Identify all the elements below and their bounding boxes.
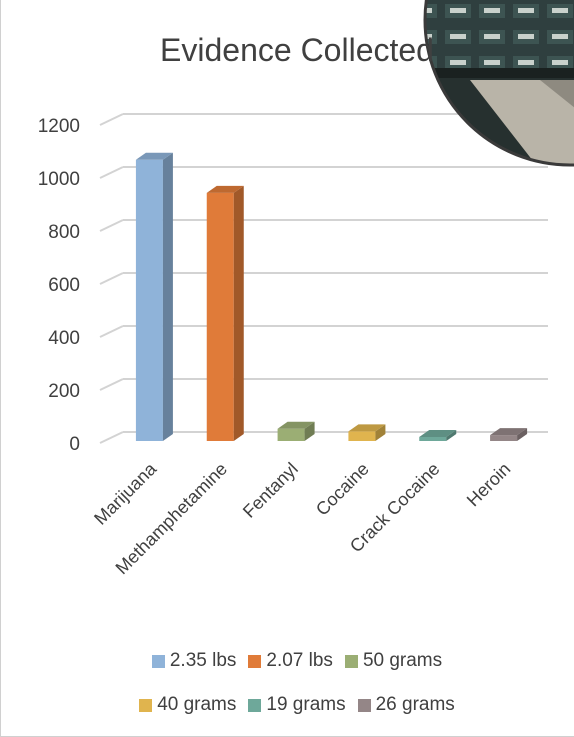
legend-swatch xyxy=(248,698,262,712)
bar xyxy=(277,421,315,441)
legend-row-1: 2.35 lbs 2.07 lbs 50 grams xyxy=(0,650,574,672)
legend-label: 19 grams xyxy=(266,694,346,715)
y-tick-label: 1000 xyxy=(38,169,80,190)
bar-front xyxy=(206,192,234,441)
legend-label: 40 grams xyxy=(157,694,237,715)
y-tick-label: 800 xyxy=(48,222,80,243)
bars xyxy=(135,152,528,441)
x-tick-label: Cocaine xyxy=(312,459,373,520)
x-tick-label: Heroin xyxy=(463,459,515,511)
legend-label: 2.07 lbs xyxy=(266,650,333,671)
bar xyxy=(348,424,386,441)
legend-item: 2.07 lbs xyxy=(248,650,333,672)
bar-top xyxy=(277,421,315,429)
legend-swatch xyxy=(139,698,153,712)
legend-item: 19 grams xyxy=(248,694,346,716)
legend-item: 40 grams xyxy=(139,694,236,716)
bar-top xyxy=(348,424,386,432)
bar xyxy=(135,152,173,441)
legend-label: 26 grams xyxy=(375,694,455,715)
bar-side xyxy=(446,429,457,441)
legend-swatch xyxy=(151,654,165,668)
x-tick-label: Fentanyl xyxy=(239,459,302,522)
bar-side xyxy=(375,424,386,441)
y-axis-ticks: 0 200 400 600 800 1000 1200 xyxy=(38,116,80,455)
bar-top xyxy=(135,152,173,160)
gridline xyxy=(99,113,124,126)
gridline xyxy=(99,219,124,232)
y-tick-label: 600 xyxy=(48,275,80,296)
bar xyxy=(419,429,457,441)
bar-front xyxy=(490,435,518,441)
bar-top xyxy=(490,428,528,436)
bar-front xyxy=(419,436,447,441)
bar xyxy=(206,185,244,441)
bar-top xyxy=(206,185,244,193)
gridline xyxy=(99,378,124,391)
bar-side xyxy=(304,421,315,441)
legend-swatch xyxy=(357,698,371,712)
bar-side xyxy=(517,428,528,441)
bar-side xyxy=(233,185,244,441)
legend-swatch xyxy=(344,654,358,668)
y-tick-label: 200 xyxy=(48,381,80,402)
bar-front xyxy=(135,159,163,441)
legend-item: 2.35 lbs xyxy=(151,650,237,672)
bar-top xyxy=(419,429,457,437)
legend-item: 50 grams xyxy=(344,650,443,672)
legend-item: 26 grams xyxy=(357,694,455,716)
legend-row-2: 40 grams 19 grams 26 grams xyxy=(0,694,574,716)
legend-label: 50 grams xyxy=(362,650,443,671)
gridlines xyxy=(99,113,548,444)
gridline xyxy=(99,166,124,179)
bar-front xyxy=(277,428,305,441)
gridline xyxy=(99,431,124,444)
bar-front xyxy=(348,431,376,441)
gridline xyxy=(99,325,124,338)
bar xyxy=(490,428,528,441)
legend-label: 2.35 lbs xyxy=(169,650,237,671)
y-tick-label: 1200 xyxy=(38,116,80,137)
evidence-room-photo-icon xyxy=(423,0,574,167)
y-tick-label: 400 xyxy=(48,328,80,349)
bar-side xyxy=(162,152,173,441)
x-tick-label: Marijuana xyxy=(90,458,161,529)
gridline xyxy=(99,272,124,285)
legend-swatch xyxy=(248,654,262,668)
chart-title: Evidence Collected xyxy=(160,32,434,68)
y-tick-label: 0 xyxy=(69,434,80,455)
